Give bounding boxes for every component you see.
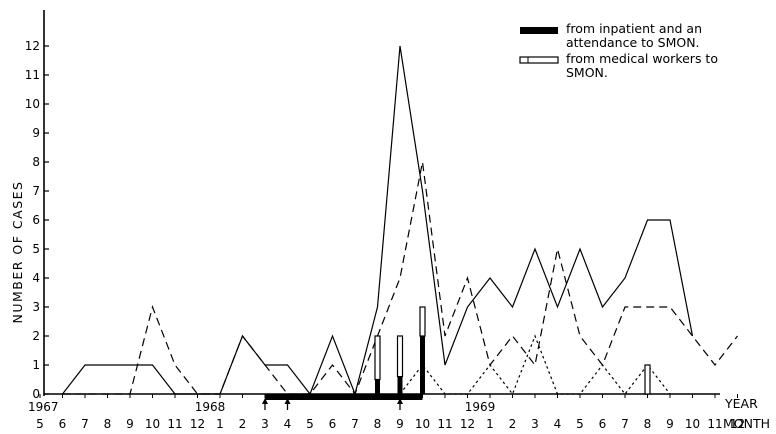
x-tick-label: 7 — [351, 417, 359, 431]
y-tick-label: 4 — [32, 271, 40, 285]
y-tick-label: 2 — [32, 329, 40, 343]
x-tick-label: 11 — [707, 417, 722, 431]
period-bar — [265, 394, 423, 400]
axes — [43, 10, 720, 396]
x-tick-label: 5 — [576, 417, 584, 431]
period-bar-group — [265, 394, 423, 400]
legend-label: attendance to SMON. — [566, 35, 700, 50]
y-tick-label: 11 — [25, 68, 40, 82]
y-tick-label: 5 — [32, 242, 40, 256]
bar-white-segment — [396, 335, 404, 378]
y-axis-title-group: NUMBER OF CASES — [10, 181, 25, 324]
series-solid-line — [62, 45, 694, 396]
x-tick-label: 12 — [730, 417, 745, 431]
year-labels: 1967 1968 1969 — [28, 400, 495, 414]
x-tick-label: 1 — [216, 417, 224, 431]
arrow-head — [397, 398, 403, 404]
y-tick-label: 8 — [32, 155, 40, 169]
x-tick-label: 2 — [509, 417, 517, 431]
x-ticks: 5 6 7 8 9 10 11 12 1 2 3 4 5 6 7 8 9 10 11 12 1 2 3 4 5 6 7 8 9 10 11 1… — [36, 394, 745, 431]
arrows — [262, 398, 403, 410]
y-tick-label: 0 — [32, 387, 40, 401]
series-dashed-line — [62, 161, 738, 396]
x-tick-label: 8 — [644, 417, 652, 431]
series-dotted-line — [399, 334, 671, 396]
y-tick-label: 6 — [32, 213, 40, 227]
x-tick-label: 11 — [437, 417, 452, 431]
bars — [374, 306, 651, 395]
year-label: 1968 — [195, 400, 226, 414]
bar-black-segment — [397, 376, 403, 394]
x-tick-label: 8 — [104, 417, 112, 431]
bar-black-segment — [420, 336, 425, 394]
x-axis-title: YEAR — [724, 396, 758, 411]
x-tick-label: 9 — [666, 417, 674, 431]
x-tick-label: 12 — [460, 417, 475, 431]
x-tick-label: 12 — [190, 417, 205, 431]
y-tick-label: 3 — [32, 300, 40, 314]
x-tick-label: 10 — [145, 417, 160, 431]
legend-swatch-black — [520, 27, 558, 34]
x-tick-label: 7 — [81, 417, 89, 431]
x-axis-subtitle: MONTH — [723, 416, 770, 431]
x-tick-label: 3 — [261, 417, 269, 431]
x-tick-label: 4 — [284, 417, 292, 431]
bar-white-segment — [374, 335, 381, 381]
y-tick-label: 10 — [25, 97, 40, 111]
x-tick-label: 11 — [167, 417, 182, 431]
x-tick-label: 9 — [126, 417, 134, 431]
x-tick-label: 6 — [59, 417, 67, 431]
x-tick-label: 4 — [554, 417, 562, 431]
y-tick-label: 1 — [32, 358, 40, 372]
y-axis-title: NUMBER OF CASES — [10, 181, 25, 324]
x-tick-label: 10 — [415, 417, 430, 431]
x-tick-label: 8 — [374, 417, 382, 431]
x-tick-label: 6 — [329, 417, 337, 431]
arrow-head — [262, 398, 268, 404]
y-tick-label: 7 — [32, 184, 40, 198]
x-tick-label: 5 — [36, 417, 44, 431]
year-label: 1969 — [465, 400, 496, 414]
legend-label: SMON. — [566, 65, 608, 80]
y-tick-label: 9 — [32, 126, 40, 140]
legend-swatch-white — [519, 56, 559, 64]
x-tick-label: 1 — [486, 417, 494, 431]
x-tick-label: 7 — [621, 417, 629, 431]
x-tick-label: 2 — [239, 417, 247, 431]
legend-label: from medical workers to — [566, 51, 718, 66]
bar-black-segment — [375, 379, 380, 394]
year-label: 1967 — [28, 400, 59, 414]
x-tick-label: 10 — [685, 417, 700, 431]
bar-white-segment — [419, 306, 426, 337]
bar-white-segment — [644, 364, 651, 395]
legend-label: from inpatient and an — [566, 21, 702, 36]
x-tick-label: 3 — [531, 417, 539, 431]
arrow-head — [284, 398, 291, 404]
y-tick-label: 12 — [25, 39, 40, 53]
x-tick-label: 6 — [599, 417, 607, 431]
x-tick-label: 5 — [306, 417, 314, 431]
x-tick-label: 9 — [396, 417, 404, 431]
